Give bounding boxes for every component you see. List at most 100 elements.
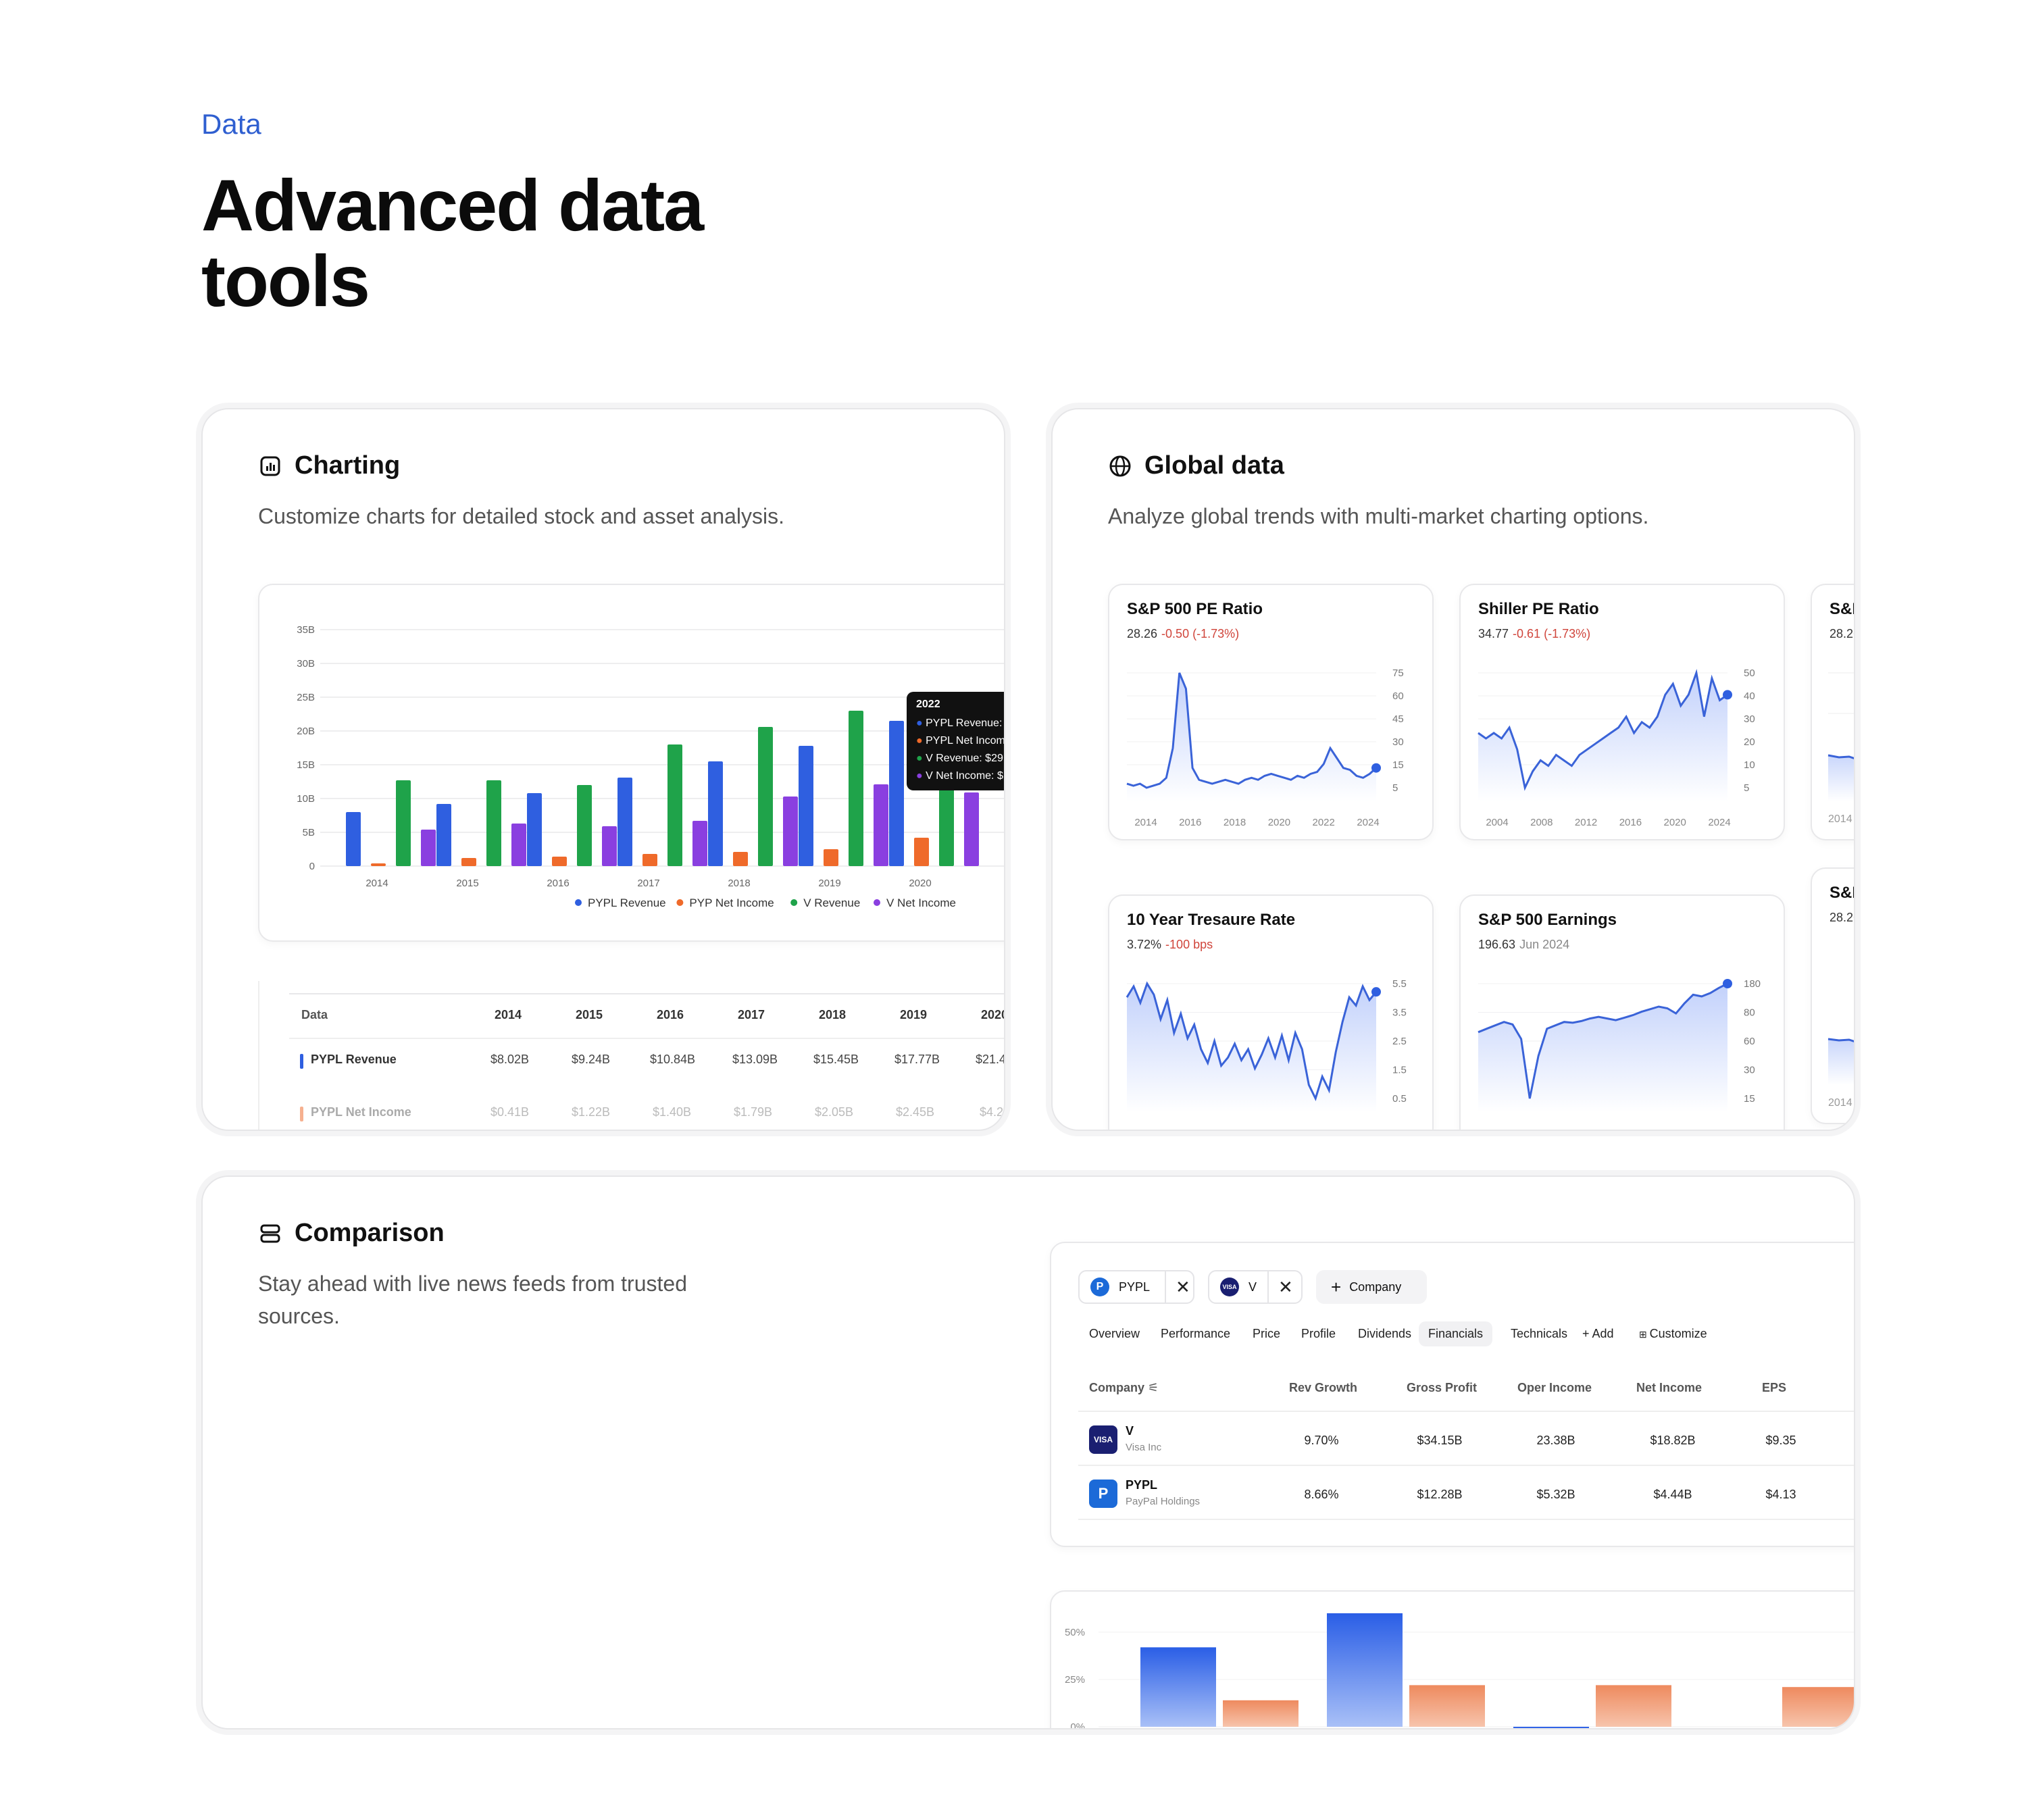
col-eps[interactable]: EPS [1762,1381,1786,1395]
bar-pyp-net-income[interactable] [914,838,929,866]
bar-v-net-income[interactable] [602,826,617,866]
bar-pypl-revenue[interactable] [889,721,904,866]
legend-label[interactable]: PYPL Revenue [588,896,666,909]
bar-pypl-revenue[interactable] [346,812,361,866]
ticker-chip-v[interactable]: VISA V ✕ [1208,1270,1303,1304]
globe-icon [1108,454,1132,478]
tab-performance[interactable]: Performance [1161,1327,1230,1341]
revenue-bar-chart: 05B10B15B20B25B30B35B2014 2015 2016 2017 201… [259,585,1005,940]
y-tick-label: 3.5 [1392,1007,1407,1019]
bar-v-revenue[interactable] [396,780,411,866]
tab-financials[interactable]: Financials [1419,1321,1492,1346]
tab-overview[interactable]: Overview [1089,1327,1140,1341]
x-tick-label: 2012 [1575,1128,1597,1131]
table-row[interactable]: PYPL Revenue $8.02B $9.24B $10.84B $13.0… [259,1053,1005,1080]
remove-ticker-icon[interactable]: ✕ [1176,1277,1190,1298]
bar-v-revenue[interactable] [486,780,501,866]
bar-growth-orange[interactable] [1596,1685,1671,1727]
col-net-income[interactable]: Net Income [1636,1381,1702,1395]
tab-technicals[interactable]: Technicals [1511,1327,1567,1341]
legend-label[interactable]: V Revenue [803,896,860,909]
bar-v-net-income[interactable] [874,784,888,866]
y-tick-label: 10B [297,793,315,805]
y-tick-label: 5 [1744,782,1749,794]
bar-pypl-revenue[interactable] [799,746,813,866]
table-cell: $4.2 [980,1105,1003,1119]
x-tick-label: 2004 [1486,1128,1508,1131]
y-tick-label: 40 [1744,690,1755,702]
market-card-peek[interactable]: S&P 28.26 2014 [1811,867,1855,1124]
market-card-peek[interactable]: S&P 28.26 2014 [1811,584,1855,840]
bar-growth-blue[interactable] [1327,1613,1403,1727]
row-label: PYPL Net Income [311,1105,411,1119]
tab-profile[interactable]: Profile [1301,1327,1336,1341]
table-row[interactable]: P PYPL PayPal Holdings 8.66% $12.28B $5.… [1078,1467,1855,1519]
market-card[interactable]: S&P 500 PE Ratio 28.26 -0.50 (-1.73%) 5 15… [1108,584,1434,840]
table-cell: $9.24B [572,1053,610,1067]
bar-v-net-income[interactable] [964,792,979,866]
ticker-chip-pypl[interactable]: P PYPL ✕ [1078,1270,1194,1304]
tab-bar: Overview Performance Price Profile Divid… [1078,1321,1855,1348]
market-card[interactable]: Shiller PE Ratio 34.77 -0.61 (-1.73%) 5 10… [1459,584,1785,840]
tab-add[interactable]: + Add [1582,1327,1614,1341]
series-marker [300,1107,303,1121]
paypal-logo-icon: P [1090,1278,1109,1296]
comparison-table-panel: P PYPL ✕ VISA V ✕ + Company Overview Per… [1050,1242,1855,1547]
bar-v-net-income[interactable] [421,830,436,866]
bar-v-net-income[interactable] [511,824,526,866]
table-row[interactable]: PYPL Net Income $0.41B $1.22B $1.40B $1.… [259,1105,1005,1131]
x-tick-label: 2016 [547,878,569,889]
bar-pyp-net-income[interactable] [371,863,386,866]
sort-icon: ⚟ [1148,1381,1159,1394]
bar-pyp-net-income[interactable] [552,857,567,866]
add-company-button[interactable]: + Company [1316,1270,1427,1304]
bar-v-revenue[interactable] [577,785,592,866]
col-rev-growth[interactable]: Rev Growth [1289,1381,1357,1395]
bar-pyp-net-income[interactable] [642,854,657,866]
bar-v-revenue[interactable] [758,727,773,866]
bar-pyp-net-income[interactable] [461,858,476,866]
bar-pypl-revenue[interactable] [708,761,723,866]
bar-pypl-revenue[interactable] [527,793,542,866]
bar-pyp-net-income[interactable] [733,852,748,866]
series-marker [300,1054,303,1069]
col-gross-profit[interactable]: Gross Profit [1407,1381,1477,1395]
bar-growth-orange[interactable] [1223,1700,1298,1727]
subtitle-line: sources. [258,1300,687,1332]
tab-price[interactable]: Price [1253,1327,1280,1341]
remove-ticker-icon[interactable]: ✕ [1278,1277,1293,1298]
bar-pypl-revenue[interactable] [436,804,451,866]
market-card[interactable]: S&P 500 Earnings 196.63 Jun 2024 15 30 60 80… [1459,894,1785,1131]
bar-v-revenue[interactable] [667,744,682,866]
legend-label[interactable]: PYP Net Income [689,896,774,909]
tab-dividends[interactable]: Dividends [1358,1327,1411,1341]
table-top-rule [289,993,1005,994]
bar-growth-blue[interactable] [1513,1727,1589,1729]
bar-v-net-income[interactable] [783,797,798,866]
bar-growth-orange[interactable] [1782,1687,1855,1727]
charting-title-text: Charting [295,451,400,480]
x-tick-label: 2024 [1708,1128,1730,1131]
pe-ratio-chart: 515304560752014 2016 2018 2020 2022 2024 [1109,585,1432,839]
charting-title: Charting [258,451,400,480]
y-tick-label: 5 [1392,782,1398,794]
bar-pypl-revenue[interactable] [617,778,632,866]
table-row[interactable]: VISA V Visa Inc 9.70% $34.15B 23.38B $18… [1078,1413,1855,1465]
bar-v-revenue[interactable] [849,711,863,866]
bar-growth-blue[interactable] [1140,1647,1216,1727]
y-tick-label: 5B [303,827,315,838]
comparison-header-row: Company ⚟ Rev Growth Gross Profit Oper I… [1078,1375,1855,1402]
comparison-bar-panel: 50% 25% 0% [1050,1590,1855,1729]
legend-label[interactable]: V Net Income [886,896,956,909]
tab-customize[interactable]: ⊞ Customize [1639,1327,1707,1341]
chip-divider [1267,1271,1269,1303]
bar-growth-orange[interactable] [1409,1685,1485,1727]
global-subtitle: Analyze global trends with multi-market … [1108,500,1648,532]
bar-pyp-net-income[interactable] [824,849,838,866]
bar-v-net-income[interactable] [692,821,707,866]
market-card[interactable]: 10 Year Tresaure Rate 3.72% -100 bps 0.5 1… [1108,894,1434,1131]
col-company[interactable]: Company ⚟ [1089,1381,1159,1395]
col-oper-income[interactable]: Oper Income [1517,1381,1592,1395]
y-tick-label: 30 [1392,736,1404,748]
x-tick-label: 2016 [1179,817,1201,828]
